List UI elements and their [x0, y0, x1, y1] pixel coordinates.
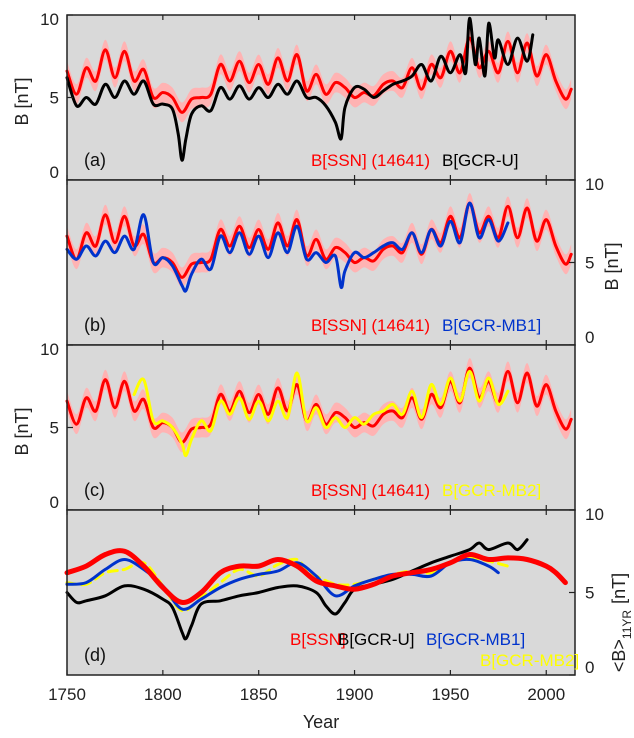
x-tick-label: 1800 — [144, 685, 182, 704]
panel-c: 0 5 10 B [nT] (c) B[SSN] (14641) B[GCR-MB2] — [12, 340, 576, 512]
series-line-b-ssn-14641- — [65, 36, 573, 114]
panel-label: (a) — [84, 150, 106, 170]
series-line-b-gcr-mb1- — [65, 201, 510, 293]
panel-d: 0 5 10 <B>11YR[nT] (d) B[SSN]B[GCR-U] B[GCR-MB… — [64, 505, 634, 677]
y-tick-label: 0 — [50, 493, 59, 512]
legend-entry: B[GCR-U] — [338, 630, 415, 649]
x-tick-label: 2000 — [527, 685, 565, 704]
x-tick-label: 1900 — [336, 685, 374, 704]
y-tick-label: 0 — [50, 163, 59, 182]
y-tick-label: 5 — [585, 584, 594, 603]
series-line-b-gcr-u- — [65, 538, 529, 641]
y-axis-label: B [nT] — [12, 77, 32, 125]
y-axis-label: <B>11YR[nT] — [609, 573, 634, 672]
y-tick-label: 10 — [40, 10, 59, 29]
legend-entry: B[GCR-MB2] — [442, 481, 541, 500]
legend-entry: B[SSN] — [290, 630, 346, 649]
y-tick-label: 0 — [585, 328, 594, 347]
series-line-b-ssn- — [64, 548, 568, 605]
x-tick-label: 1850 — [240, 685, 278, 704]
y-tick-label: 10 — [40, 340, 59, 359]
legend-entry: B[SSN] (14641) — [311, 151, 430, 170]
series-line-b-gcr-mb1- — [65, 557, 500, 611]
y-tick-label: 10 — [585, 175, 604, 194]
legend-entry: B[GCR-MB1] — [442, 316, 541, 335]
series-line-b-gcr-u- — [65, 16, 535, 162]
x-tick-label: 1950 — [431, 685, 469, 704]
panel-label: (d) — [84, 645, 106, 665]
y-axis-label: B [nT] — [12, 407, 32, 455]
y-tick-label: 5 — [50, 89, 59, 108]
legend-entry: B[GCR-MB2] — [480, 651, 579, 670]
y-tick-label: 5 — [50, 419, 59, 438]
legend-entry: B[GCR-MB1] — [426, 630, 525, 649]
legend-entry: B[SSN] (14641) — [311, 316, 430, 335]
x-tick-label: 1750 — [48, 685, 86, 704]
y-tick-label: 0 — [585, 658, 594, 677]
panel-label: (c) — [84, 480, 105, 500]
legend-entry: B[SSN] (14641) — [311, 481, 430, 500]
y-axis-label: B [nT] — [602, 242, 622, 290]
panel-label: (b) — [84, 315, 106, 335]
y-tick-label: 5 — [585, 254, 594, 273]
panel-b: 0 5 10 B [nT] (b) B[SSN] (14641) B[GCR-MB1] — [65, 175, 622, 347]
legend-entry: B[GCR-U] — [442, 151, 519, 170]
x-axis-label: Year — [303, 712, 339, 732]
y-tick-label: 10 — [585, 505, 604, 524]
panel-a: 0 5 10 B [nT] (a) B[SSN] (14641) B[GCR-U] — [12, 10, 576, 182]
series-line-b-gcr-mb2- — [132, 369, 510, 458]
